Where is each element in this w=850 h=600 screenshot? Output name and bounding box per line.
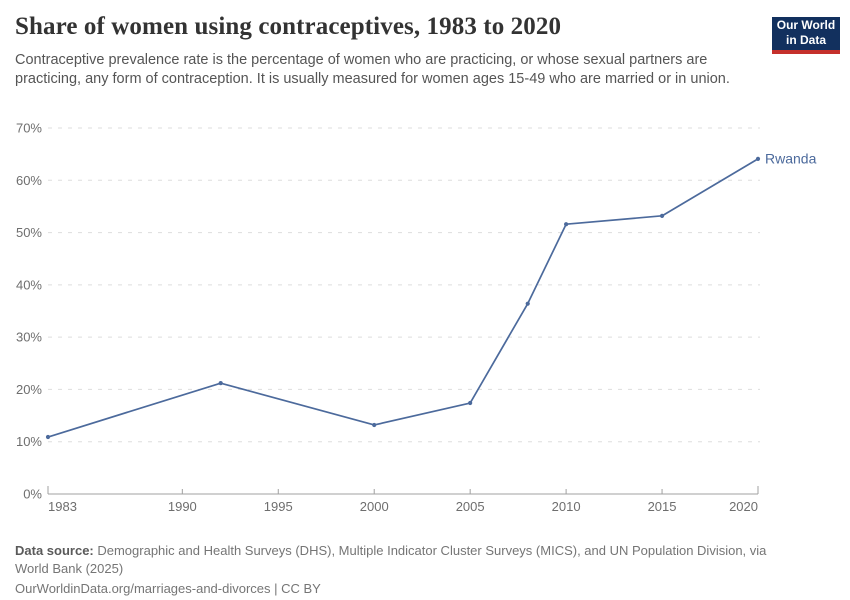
y-tick-label: 10% — [16, 434, 42, 449]
data-source-text: Demographic and Health Surveys (DHS), Mu… — [15, 543, 767, 576]
citation-line[interactable]: OurWorldinData.org/marriages-and-divorce… — [15, 581, 321, 596]
x-tick-label: 1995 — [264, 499, 293, 514]
y-tick-label: 50% — [16, 225, 42, 240]
x-tick-label: 2005 — [456, 499, 485, 514]
y-axis-labels: 0% 10% 20% 30% 40% 50% 60% 70% — [16, 121, 42, 502]
data-point — [755, 156, 761, 161]
line-chart[interactable]: 0% 10% 20% 30% 40% 50% 60% 70% 1983 1990 1995 2000 2… — [0, 110, 850, 540]
data-source-label: Data source: — [15, 543, 94, 558]
x-axis-labels: 1983 1990 1995 2000 2005 2010 2015 2020 — [48, 499, 758, 514]
owid-logo[interactable]: Our World in Data — [772, 17, 840, 54]
y-gridlines — [48, 127, 760, 443]
x-tick-label: 2020 — [729, 499, 758, 514]
owid-logo-line2: in Data — [785, 33, 826, 47]
x-axis — [47, 486, 759, 495]
data-point — [372, 422, 377, 428]
chart-title: Share of women using contraceptives, 198… — [15, 13, 562, 40]
x-tick-label: 2000 — [360, 499, 389, 514]
y-tick-label: 40% — [16, 277, 42, 292]
series-points — [45, 156, 761, 440]
series-line[interactable] — [47, 157, 759, 438]
y-tick-label: 30% — [16, 330, 42, 345]
y-tick-label: 0% — [23, 487, 42, 502]
data-point — [218, 381, 223, 386]
x-tick-label: 2015 — [648, 499, 677, 514]
y-tick-label: 70% — [16, 121, 42, 136]
x-tick-label: 1990 — [168, 499, 197, 514]
x-tick-label: 1983 — [48, 499, 77, 514]
chart-subtitle: Contraceptive prevalence rate is the per… — [15, 52, 730, 87]
data-point — [564, 222, 569, 227]
entity-label[interactable]: Rwanda — [765, 150, 817, 166]
data-point — [525, 301, 530, 306]
data-point — [468, 400, 473, 406]
data-point — [659, 213, 665, 218]
owid-logo-line1: Our World — [776, 18, 836, 32]
data-source-note: Data source: Demographic and Health Surv… — [15, 542, 795, 578]
data-point — [45, 434, 51, 440]
y-tick-label: 20% — [16, 382, 42, 397]
x-tick-label: 2010 — [552, 499, 581, 514]
y-tick-label: 60% — [16, 173, 42, 188]
